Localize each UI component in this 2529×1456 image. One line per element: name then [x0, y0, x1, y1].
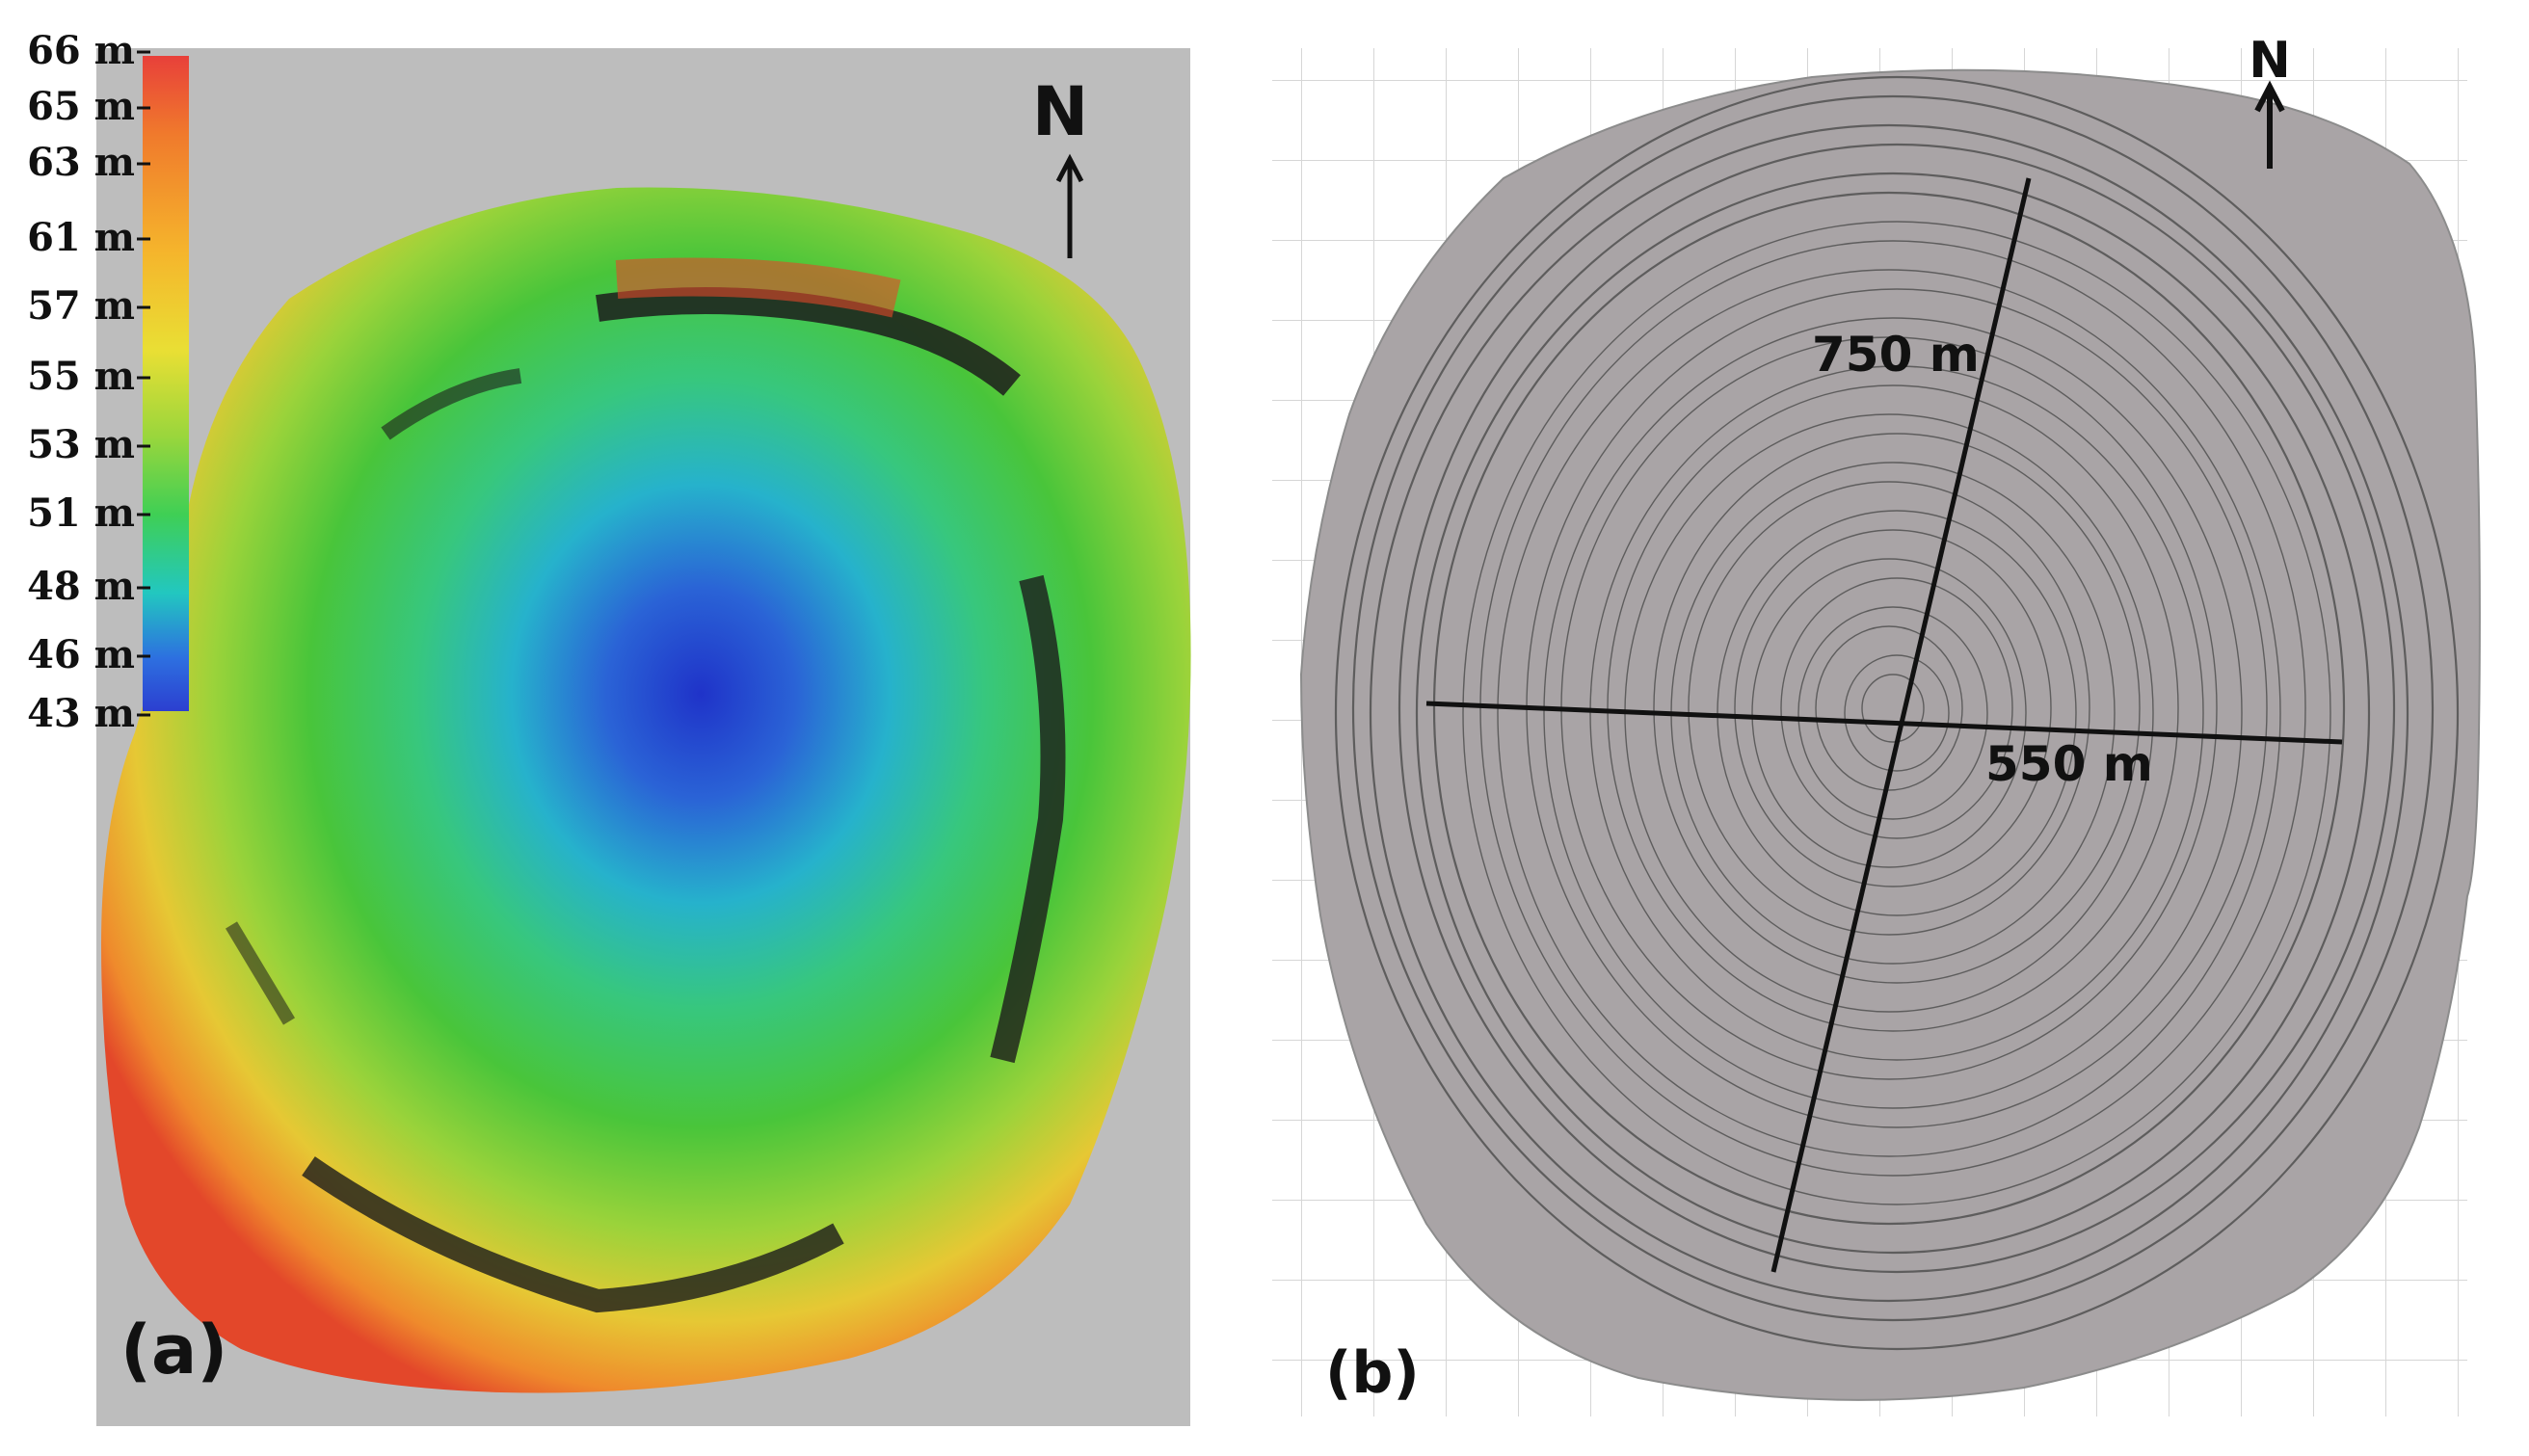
- contour-line: [1479, 240, 2306, 1177]
- elevation-scale-ticks: 66 m 65 m 63 m 61 m 57 m 55 m 53 m 51 m 48 m 46 m…: [27, 28, 150, 736]
- panel-label-b: (b): [1325, 1339, 1420, 1407]
- contour-line: [1334, 75, 2460, 1351]
- panel-b: 750 m 550 m N (b): [1272, 32, 2481, 1416]
- dimension-short-label: 550 m: [1985, 736, 2153, 792]
- contour-line: [1398, 143, 2396, 1274]
- contour-line: [1861, 674, 1925, 743]
- contour-line: [1780, 577, 2013, 839]
- north-arrow-b-icon: [2254, 80, 2285, 169]
- contour-line: [1607, 384, 2179, 1032]
- measure-line-short: [1425, 701, 2343, 745]
- north-label-a: N: [1032, 72, 1089, 151]
- panel-label-a: (a): [120, 1310, 227, 1390]
- elevation-tick-label: 63 m: [27, 140, 135, 185]
- contour-line: [1589, 365, 2204, 1061]
- contour-lines: [1334, 75, 2460, 1351]
- elevation-tick-label: 43 m: [27, 691, 135, 736]
- elevation-scale: 66 m 65 m 63 m 61 m 57 m 55 m 53 m 51 m 48 m 46 m…: [27, 28, 189, 736]
- measure-lines: [1425, 177, 2343, 1273]
- contour-line: [1815, 625, 1963, 791]
- elevation-tick-label: 46 m: [27, 632, 135, 677]
- crater-rim-shading: [225, 257, 1066, 1313]
- contour-line: [1543, 317, 2243, 1109]
- contour-line: [1462, 221, 2331, 1205]
- elevation-tick-label: 65 m: [27, 84, 135, 129]
- north-label-b: N: [2249, 32, 2291, 90]
- contour-line: [1369, 123, 2409, 1303]
- contour-line: [1432, 191, 2346, 1226]
- north-arrow-b: N: [2249, 32, 2291, 169]
- contour-line: [1415, 172, 2371, 1255]
- elevation-tick-label: 51 m: [27, 490, 135, 536]
- elevation-tick-label: 57 m: [27, 283, 135, 329]
- elevation-tick-label: 53 m: [27, 422, 135, 467]
- contour-line: [1653, 433, 2141, 984]
- contour-line: [1497, 269, 2281, 1157]
- elevation-tick-label: 61 m: [27, 215, 135, 260]
- elevation-scale-bar: [143, 56, 189, 711]
- contour-line: [1734, 529, 2052, 887]
- elevation-tick-label: 66 m: [27, 28, 135, 73]
- dimension-long-label: 750 m: [1812, 327, 1980, 383]
- north-arrow-a: N: [1032, 72, 1089, 258]
- panel-a: 66 m 65 m 63 m 61 m 57 m 55 m 53 m 51 m 48 m 46 m…: [27, 28, 1191, 1426]
- contour-line: [1351, 94, 2435, 1322]
- elevation-tick-label: 48 m: [27, 564, 135, 609]
- elevation-map: [101, 187, 1191, 1393]
- contour-line: [1717, 510, 2077, 916]
- north-arrow-a-icon: [1055, 153, 1084, 258]
- elevation-tick-label: 55 m: [27, 354, 135, 399]
- contour-line: [1844, 654, 1950, 772]
- contour-line: [1751, 558, 2027, 868]
- contour-line: [1797, 606, 1988, 820]
- contour-line: [1688, 481, 2090, 936]
